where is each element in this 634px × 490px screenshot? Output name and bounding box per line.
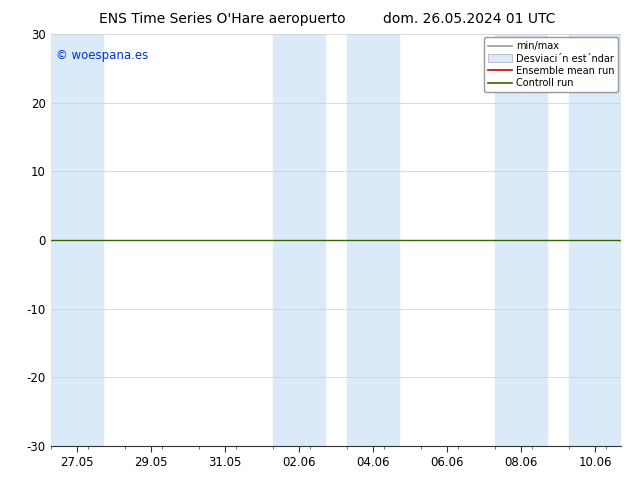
Bar <box>495 34 547 446</box>
Text: dom. 26.05.2024 01 UTC: dom. 26.05.2024 01 UTC <box>383 12 555 26</box>
Text: ENS Time Series O'Hare aeropuerto: ENS Time Series O'Hare aeropuerto <box>99 12 345 26</box>
Legend: min/max, Desviaci´n est´ndar, Ensemble mean run, Controll run: min/max, Desviaci´n est´ndar, Ensemble m… <box>484 37 618 92</box>
Bar <box>51 34 103 446</box>
Bar <box>273 34 325 446</box>
Bar <box>347 34 399 446</box>
Text: © woespana.es: © woespana.es <box>56 49 149 62</box>
Bar <box>569 34 621 446</box>
